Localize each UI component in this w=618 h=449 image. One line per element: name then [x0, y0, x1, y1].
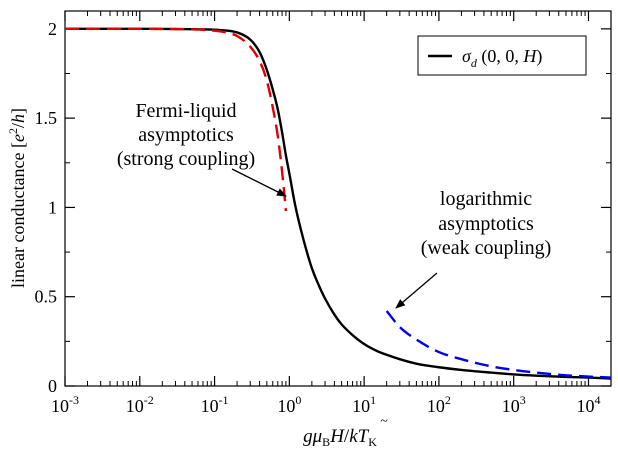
annotation-fermi-line-1: Fermi-liquid — [135, 100, 236, 122]
annotation-log-arrow — [395, 272, 438, 309]
x-axis-label: gμBH/kTK — [303, 426, 377, 449]
series-line-fermi-liquid — [65, 27, 288, 212]
x-tick-label: 10-1 — [201, 393, 229, 416]
x-tick-label: 102 — [427, 393, 451, 416]
x-tick-label: 10-2 — [126, 393, 154, 416]
annotation-log-line-1: logarithmic — [440, 188, 532, 210]
x-axis: 10-3 10-2 10-1 100 101 102 103 104 — [51, 11, 612, 416]
series-layer — [65, 27, 611, 380]
annotation-fermi-line-2: asymptotics — [138, 124, 234, 146]
x-tick-label: 101 — [352, 393, 376, 416]
series-line-sigma-d — [65, 27, 611, 380]
y-tick-label: 0.5 — [35, 287, 58, 307]
x-tick-label: 103 — [502, 393, 526, 416]
x-tick-label: 104 — [576, 393, 600, 416]
x-tick-label: 10-3 — [51, 393, 79, 416]
y-tick-label: 2 — [48, 19, 57, 39]
x-axis-label-tilde: ~ — [380, 414, 388, 429]
annotation-log-line-2: asymptotics — [438, 213, 534, 235]
series-line-logarithmic — [385, 310, 611, 379]
annotation-fermi-line-3: (strong coupling) — [117, 148, 255, 170]
y-tick-label: 0 — [48, 376, 57, 396]
y-tick-label: 1 — [48, 197, 57, 217]
annotation-log-line-3: (weak coupling) — [421, 237, 552, 259]
annotation-fermi-arrow — [231, 168, 287, 197]
annotation-log: logarithmic asymptotics (weak coupling) — [395, 188, 552, 309]
y-tick-label: 1.5 — [35, 108, 58, 128]
y-axis-label: linear conductance [e2/h] — [6, 108, 28, 288]
legend: σd (0, 0, H) — [417, 35, 587, 76]
plot-frame — [64, 10, 612, 387]
x-tick-label: 100 — [277, 393, 301, 416]
annotation-fermi: Fermi-liquid asymptotics (strong couplin… — [117, 100, 287, 197]
